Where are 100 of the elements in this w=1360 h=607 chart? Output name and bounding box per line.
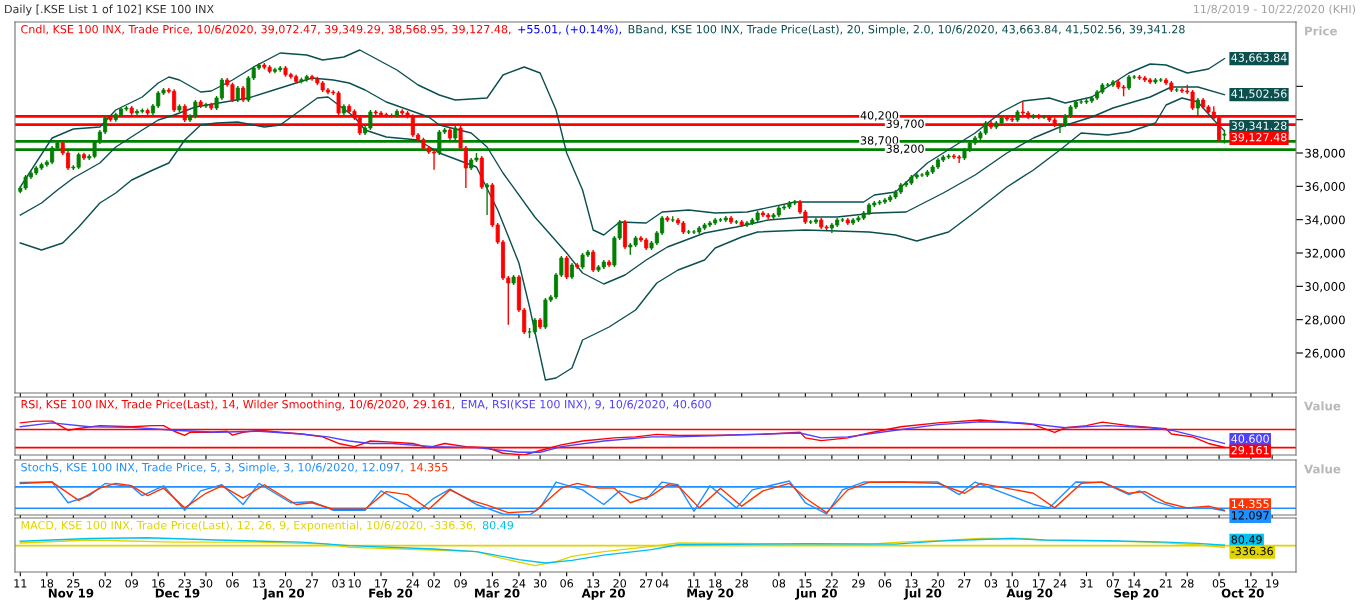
- x-tick-label: 20: [931, 579, 945, 588]
- ref-line-label: 40,200: [860, 111, 899, 121]
- x-tick-label: 04: [655, 579, 669, 588]
- x-tick-label: 23: [178, 579, 191, 588]
- chart-title: Daily [.KSE List 1 of 102] KSE 100 INX: [5, 4, 214, 16]
- x-tick-label: 12: [1245, 579, 1257, 588]
- annotation: Cndl, KSE 100 INX, Trade Price, 10/6/2020, 39,072.47, 39,349.29, 38,568.95, 39,127.48,: [21, 24, 511, 35]
- candlestick: [564, 255, 569, 280]
- y-tick-label: 36,000: [1305, 182, 1345, 193]
- text: 14.355: [410, 462, 448, 472]
- text: May 20: [687, 588, 734, 600]
- x-tick-label: 28: [1181, 579, 1194, 588]
- x-tick-label: 20: [613, 579, 627, 588]
- text: Jan 20: [262, 588, 305, 600]
- text: 80.49: [482, 520, 514, 530]
- candlestick: [485, 182, 490, 216]
- text: Nov 19: [48, 588, 94, 598]
- x-tick-label: 27: [305, 579, 319, 588]
- x-tick-label: 06: [560, 579, 574, 588]
- x-tick-label: 24: [1053, 579, 1067, 588]
- series-label: MACD, KSE 100 INX, Trade Price(Last), 12, 26, 9, Exponential, 10/6/2020, -336.36,: [21, 520, 476, 532]
- y-axis-title: Value: [1304, 401, 1341, 411]
- x-tick-label: 17: [1032, 579, 1045, 588]
- x-tick-label: 10: [348, 579, 361, 588]
- text: Mar 20: [475, 588, 520, 598]
- ref-line-label: 38,200: [886, 144, 924, 155]
- line-series: [19, 77, 1226, 285]
- text: EMA, RSI(KSE 100 INX), 9, 10/6/2020, 40.600: [461, 399, 711, 410]
- x-tick-label: 07: [1106, 579, 1120, 588]
- x-tick-label: 11: [14, 579, 27, 588]
- x-tick-label: 09: [454, 579, 467, 588]
- x-tick-label: 21: [1159, 579, 1173, 588]
- series-label: 14.355: [1231, 499, 1269, 509]
- data-label: 41,502.56: [1231, 89, 1287, 99]
- text: Feb 20: [369, 588, 413, 598]
- x-tick-label: 08: [772, 579, 786, 588]
- text: Apr 20: [581, 588, 625, 600]
- x-tick-label: 13: [905, 579, 918, 588]
- x-tick-label: 18: [40, 579, 54, 588]
- data-label: 39,341.28: [1231, 121, 1287, 132]
- y-tick-label: 30,000: [1305, 282, 1345, 293]
- line-series: [19, 96, 1226, 381]
- data-label: 43,663.84: [1231, 53, 1287, 63]
- candlestick: [591, 249, 596, 273]
- x-tick-label: 30: [199, 579, 213, 588]
- text: BBand, KSE 100 INX, Trade Price(Last), 20, Simple, 2.0, 10/6/2020, 43,663.84, 41,502.56, 39,341.28: [628, 24, 1185, 36]
- x-tick-label: 22: [825, 579, 838, 588]
- x-tick-label: 19: [1266, 579, 1279, 588]
- x-tick-label: 02: [427, 579, 440, 588]
- x-tick-label: 03: [332, 579, 345, 588]
- annotation: 40.600: [1231, 434, 1269, 443]
- x-tick-label: 14: [1128, 579, 1141, 588]
- x-tick-label: 27: [958, 579, 971, 588]
- series-label: RSI, KSE 100 INX, Trade Price(Last), 14, Wilder Smoothing, 10/6/2020, 29.161,: [21, 399, 455, 411]
- x-tick-label: 03: [984, 579, 998, 588]
- y-tick-label: 38,000: [1305, 148, 1345, 159]
- x-tick-label: 24: [406, 579, 420, 588]
- x-tick-label: 27: [639, 579, 653, 588]
- chart-subtitle: 11/8/2019 - 10/22/2020 (KHI): [1194, 4, 1356, 15]
- x-tick-label: 15: [799, 579, 812, 588]
- x-tick-label: 05: [1212, 579, 1226, 588]
- text: 39,127.48: [1231, 133, 1287, 143]
- text: Jun 20: [795, 588, 837, 600]
- y-tick-label: 28,000: [1305, 315, 1345, 326]
- text: Oct 20: [1221, 588, 1264, 598]
- x-tick-label: 20: [279, 579, 292, 588]
- x-tick-label: 02: [98, 579, 112, 588]
- series-label: StochS, KSE 100 INX, Trade Price, 5, 3, Simple, 3, 10/6/2020, 12.097,: [21, 462, 403, 474]
- y-tick-label: 26,000: [1305, 348, 1345, 359]
- y-tick-label: 34,000: [1305, 215, 1345, 226]
- x-tick-label: 17: [375, 579, 388, 588]
- annotation: 12.097: [1231, 511, 1269, 520]
- ref-line-label: 38,700: [860, 136, 899, 146]
- x-tick-label: 16: [486, 579, 499, 588]
- text: Jul 20: [903, 588, 942, 600]
- x-tick-label: 16: [152, 579, 165, 588]
- y-axis-title: Value: [1304, 464, 1341, 474]
- series-label: 80.49: [1231, 535, 1262, 544]
- y-tick-label: 32,000: [1305, 248, 1345, 259]
- x-tick-label: 10: [1006, 579, 1019, 588]
- x-tick-label: 31: [1080, 579, 1093, 588]
- annotation: +55.01, (+0.14%),: [518, 24, 621, 35]
- text: Dec 19: [155, 588, 200, 598]
- y-axis-title: Price: [1305, 26, 1337, 36]
- annotation: -336.36: [1231, 546, 1273, 556]
- x-tick-label: 11: [688, 579, 700, 588]
- line-series: [19, 49, 1226, 236]
- x-tick-label: 13: [253, 579, 266, 588]
- ref-line-label: 39,700: [886, 119, 924, 130]
- text: Sep 20: [1114, 588, 1159, 600]
- x-tick-label: 24: [512, 579, 526, 588]
- annotation: 29.161: [1231, 445, 1269, 455]
- x-tick-label: 09: [125, 579, 138, 588]
- x-tick-label: 25: [67, 579, 80, 588]
- x-tick-label: 06: [878, 579, 892, 588]
- x-tick-label: 29: [852, 579, 865, 588]
- x-tick-label: 18: [709, 579, 722, 588]
- text: Aug 20: [1006, 588, 1053, 600]
- x-tick-label: 06: [226, 579, 239, 588]
- x-tick-label: 13: [587, 579, 600, 588]
